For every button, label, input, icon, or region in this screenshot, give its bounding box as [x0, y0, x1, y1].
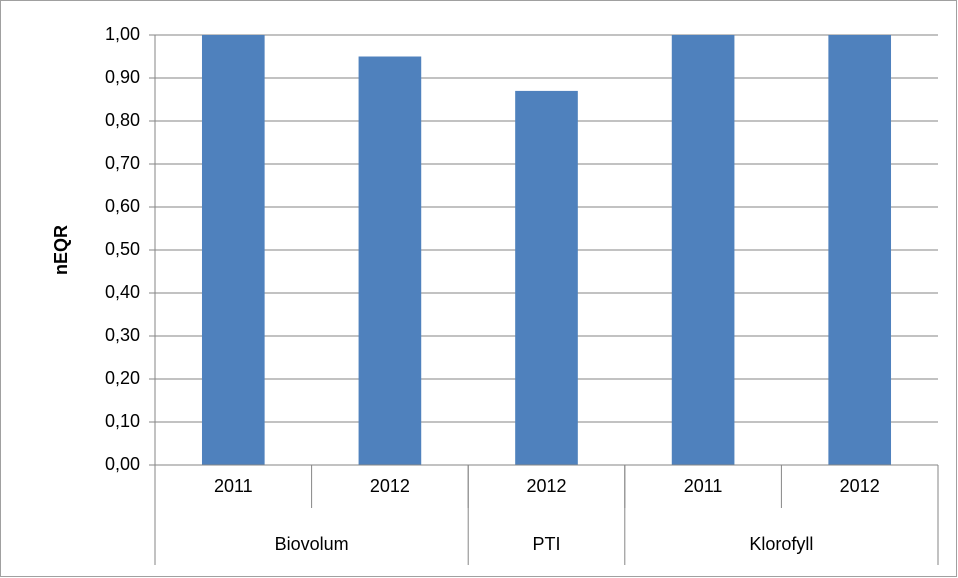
- y-tick-label: 0,80: [105, 110, 140, 130]
- y-tick-label: 0,10: [105, 411, 140, 431]
- bar: [515, 90, 578, 466]
- group-label: Klorofyll: [749, 534, 813, 554]
- group-label: Biovolum: [275, 534, 349, 554]
- y-tick-label: 0,40: [105, 282, 140, 302]
- x-tick-label: 2012: [526, 476, 566, 496]
- y-tick-label: 0,70: [105, 153, 140, 173]
- x-tick-label: 2012: [370, 476, 410, 496]
- bar: [201, 35, 265, 465]
- bar: [828, 35, 892, 465]
- bar: [671, 35, 735, 465]
- y-tick-label: 0,50: [105, 239, 140, 259]
- y-tick-label: 0,00: [105, 454, 140, 474]
- y-tick-label: 0,60: [105, 196, 140, 216]
- x-tick-label: 2012: [840, 476, 880, 496]
- y-tick-label: 0,90: [105, 67, 140, 87]
- bar: [358, 56, 422, 465]
- x-tick-label: 2011: [684, 476, 723, 496]
- y-tick-label: 1,00: [105, 24, 140, 44]
- y-axis-label: nEQR: [51, 225, 71, 275]
- y-tick-label: 0,20: [105, 368, 140, 388]
- y-tick-label: 0,30: [105, 325, 140, 345]
- group-label: PTI: [532, 534, 560, 554]
- x-tick-label: 2011: [214, 476, 253, 496]
